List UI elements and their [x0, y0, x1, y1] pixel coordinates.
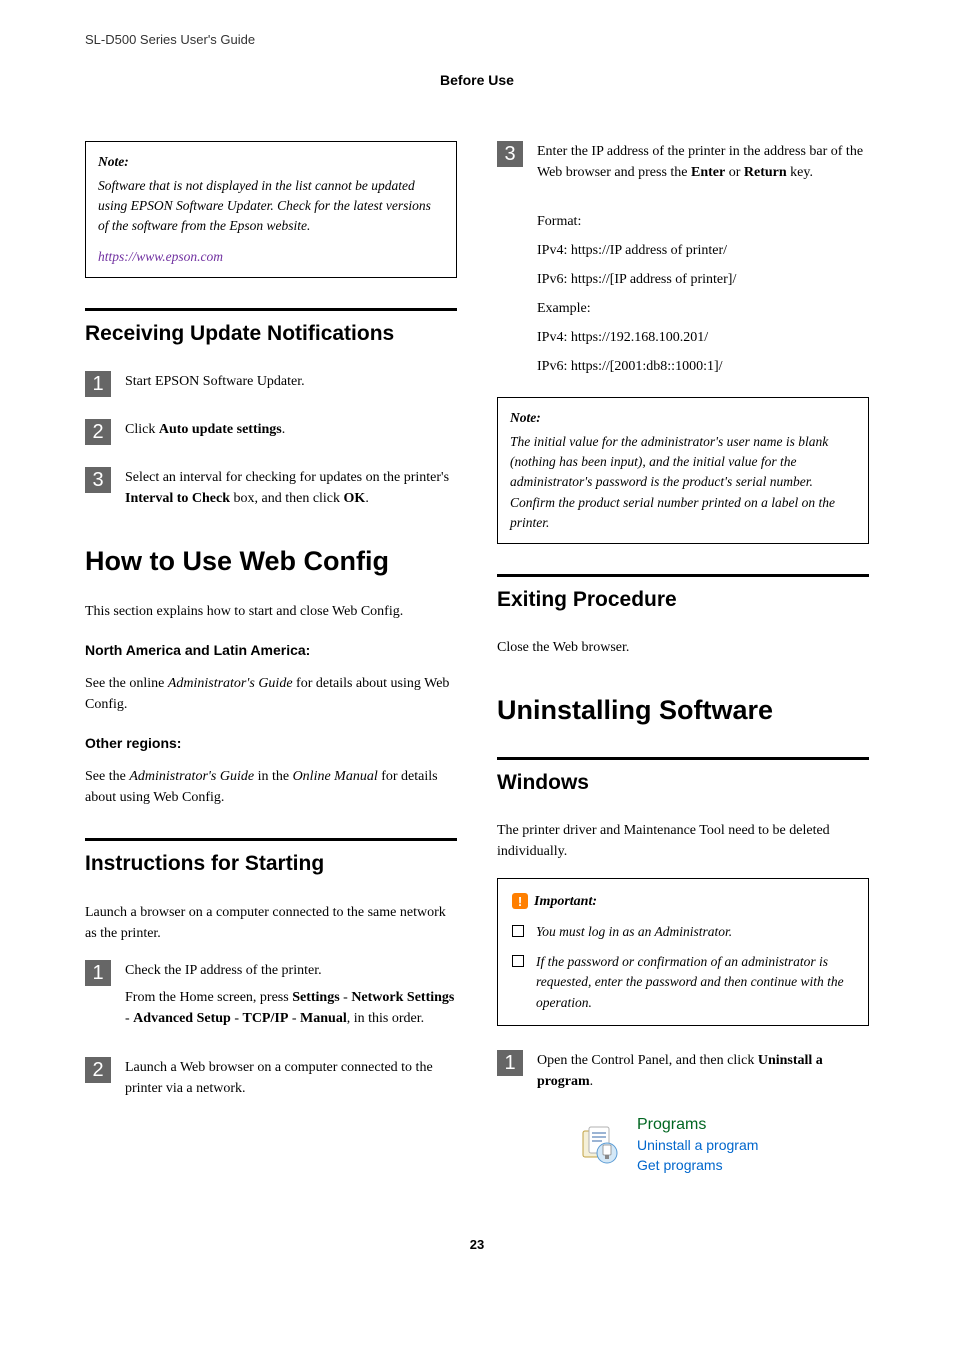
step-2-starting: 2 Launch a Web browser on a computer con… — [85, 1057, 457, 1105]
get-programs-link[interactable]: Get programs — [637, 1156, 758, 1176]
step-number-icon: 1 — [85, 371, 111, 397]
note-body: The initial value for the administrator'… — [510, 432, 856, 533]
heading-receiving-updates: Receiving Update Notifications — [85, 308, 457, 347]
programs-text: Programs Uninstall a program Get program… — [637, 1114, 758, 1176]
ipv4-example: IPv4: https://192.168.100.201/ — [537, 327, 869, 348]
two-columns: Note: Software that is not displayed in … — [85, 141, 869, 1176]
step-text: Check the IP address of the printer. Fro… — [125, 960, 457, 1035]
heading-web-config: How to Use Web Config — [85, 545, 457, 577]
heading-uninstalling: Uninstalling Software — [497, 694, 869, 726]
na-title: North America and Latin America: — [85, 640, 457, 661]
close-browser-paragraph: Close the Web browser. — [497, 637, 869, 658]
step-text: Select an interval for checking for upda… — [125, 467, 457, 509]
page: SL-D500 Series User's Guide Before Use N… — [0, 0, 954, 1295]
note-title: Note: — [98, 152, 444, 172]
right-column: 3 Enter the IP address of the printer in… — [497, 141, 869, 1176]
section-title: Before Use — [85, 70, 869, 91]
step-2-receiving: 2 Click Auto update settings. — [85, 419, 457, 445]
admin-guide-ref: Administrator's Guide — [168, 676, 293, 691]
step-line: Check the IP address of the printer. — [125, 960, 457, 981]
text: See the — [85, 769, 129, 784]
note-box-software-updater: Note: Software that is not displayed in … — [85, 141, 457, 278]
na-body: See the online Administrator's Guide for… — [85, 673, 457, 715]
step-number-icon: 2 — [85, 419, 111, 445]
driver-paragraph: The printer driver and Maintenance Tool … — [497, 820, 869, 862]
important-box: ! Important: You must log in as an Admin… — [497, 878, 869, 1026]
format-label: Format: — [537, 211, 869, 232]
ipv4-format: IPv4: https://IP address of printer/ — [537, 240, 869, 261]
heading-windows: Windows — [497, 757, 869, 796]
heading-instructions-starting: Instructions for Starting — [85, 838, 457, 877]
ipv6-example: IPv6: https://[2001:db8::1000:1]/ — [537, 356, 869, 377]
step-1-starting: 1 Check the IP address of the printer. F… — [85, 960, 457, 1035]
admin-guide-ref: Administrator's Guide — [129, 769, 254, 784]
epson-website-link[interactable]: https://www.epson.com — [98, 247, 444, 267]
list-text: You must log in as an Administrator. — [536, 922, 732, 942]
ipv6-format: IPv6: https://[IP address of printer]/ — [537, 269, 869, 290]
step-1-uninstall: 1 Open the Control Panel, and then click… — [497, 1050, 869, 1092]
step-number-icon: 2 — [85, 1057, 111, 1083]
step-text: Launch a Web browser on a computer conne… — [125, 1057, 457, 1105]
step-number-icon: 3 — [497, 141, 523, 167]
step-line: Launch a Web browser on a computer conne… — [125, 1057, 457, 1099]
programs-icon — [577, 1123, 621, 1167]
text: in the — [254, 769, 293, 784]
note-body: Software that is not displayed in the li… — [98, 176, 444, 237]
step-3-receiving: 3 Select an interval for checking for up… — [85, 467, 457, 509]
intro-paragraph: This section explains how to start and c… — [85, 601, 457, 622]
list-item: If the password or confirmation of an ad… — [512, 952, 854, 1013]
text: See the online — [85, 676, 168, 691]
programs-heading: Programs — [637, 1114, 758, 1136]
online-manual-ref: Online Manual — [293, 769, 378, 784]
list-text: If the password or confirmation of an ad… — [536, 952, 854, 1013]
other-regions-body: See the Administrator's Guide in the Onl… — [85, 766, 457, 808]
important-label: Important: — [534, 891, 597, 912]
programs-control-panel-graphic: Programs Uninstall a program Get program… — [577, 1114, 869, 1176]
bullet-icon — [512, 955, 524, 967]
doc-header: SL-D500 Series User's Guide — [85, 30, 869, 50]
step-text: Enter the IP address of the printer in t… — [537, 141, 869, 189]
exclamation-icon: ! — [512, 893, 528, 909]
left-column: Note: Software that is not displayed in … — [85, 141, 457, 1176]
step-line: Enter the IP address of the printer in t… — [537, 141, 869, 183]
example-label: Example: — [537, 298, 869, 319]
other-regions-title: Other regions: — [85, 733, 457, 754]
uninstall-program-link[interactable]: Uninstall a program — [637, 1136, 758, 1156]
page-number: 23 — [85, 1235, 869, 1255]
step-number-icon: 1 — [85, 960, 111, 986]
step-number-icon: 3 — [85, 467, 111, 493]
bullet-icon — [512, 925, 524, 937]
important-title: ! Important: — [512, 891, 854, 912]
step-line: From the Home screen, press Settings - N… — [125, 987, 457, 1029]
step-number-icon: 1 — [497, 1050, 523, 1076]
list-item: You must log in as an Administrator. — [512, 922, 854, 942]
heading-exiting: Exiting Procedure — [497, 574, 869, 613]
launch-paragraph: Launch a browser on a computer connected… — [85, 902, 457, 944]
note-box-admin-credentials: Note: The initial value for the administ… — [497, 397, 869, 545]
step-text: Click Auto update settings. — [125, 419, 457, 440]
note-title: Note: — [510, 408, 856, 428]
important-list: You must log in as an Administrator. If … — [512, 922, 854, 1013]
step-3-starting: 3 Enter the IP address of the printer in… — [497, 141, 869, 189]
step-1-receiving: 1 Start EPSON Software Updater. — [85, 371, 457, 397]
step-text: Open the Control Panel, and then click U… — [537, 1050, 869, 1092]
step-text: Start EPSON Software Updater. — [125, 371, 457, 392]
